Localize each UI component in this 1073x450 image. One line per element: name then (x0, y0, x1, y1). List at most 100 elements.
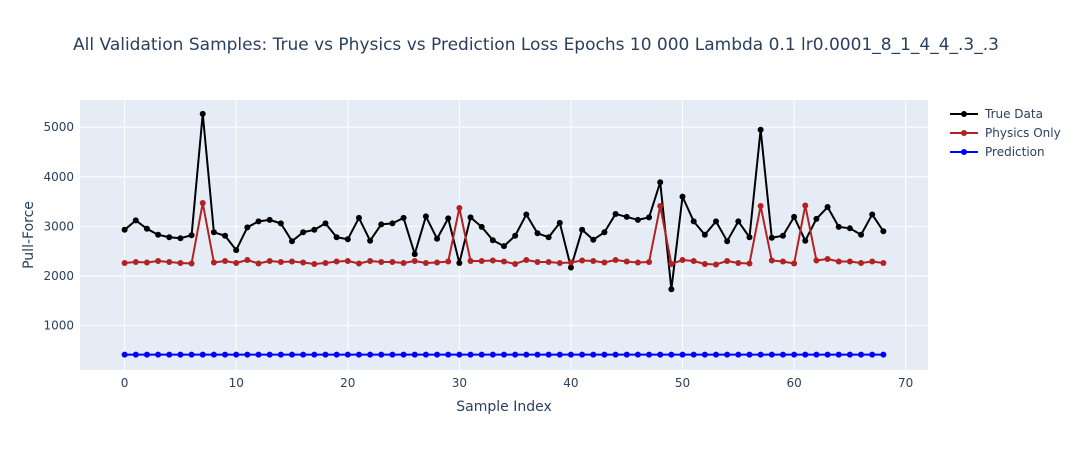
data-point-physics-only (322, 259, 329, 266)
data-point-true-data (634, 216, 641, 223)
data-point-physics-only (869, 258, 876, 265)
data-point-physics-only (668, 260, 675, 267)
data-point-true-data (355, 214, 362, 221)
data-point-prediction (858, 351, 865, 358)
data-point-physics-only (456, 205, 463, 211)
data-point-prediction (623, 351, 630, 358)
data-point-true-data (166, 234, 173, 241)
x-tick-label: 30 (452, 376, 467, 390)
data-point-prediction (478, 351, 485, 358)
data-point-prediction (300, 351, 307, 358)
data-point-physics-only (601, 259, 608, 266)
data-point-prediction (467, 351, 474, 358)
series-prediction (121, 351, 887, 358)
legend-item-true-data: True Data (950, 107, 1043, 121)
data-point-physics-only (255, 260, 262, 267)
data-point-prediction (724, 351, 731, 358)
data-point-true-data (657, 179, 664, 186)
data-point-prediction (489, 351, 496, 358)
data-point-true-data (846, 225, 853, 232)
data-point-prediction (567, 351, 574, 358)
data-point-true-data (556, 219, 563, 226)
data-point-physics-only (880, 259, 887, 266)
series-physics-only (121, 200, 887, 268)
data-point-true-data (746, 234, 753, 241)
data-point-true-data (813, 215, 820, 222)
data-point-true-data (523, 211, 530, 218)
data-point-true-data (612, 210, 619, 217)
data-point-true-data (344, 236, 351, 243)
data-point-physics-only (802, 202, 809, 209)
data-point-true-data (378, 221, 385, 228)
data-point-prediction (824, 351, 831, 358)
data-point-physics-only (389, 259, 396, 265)
data-point-physics-only (478, 258, 485, 265)
legend-marker (961, 130, 967, 136)
data-point-prediction (556, 351, 563, 358)
x-axis-ticks: 0 10 20 30 40 50 60 70 (121, 376, 914, 390)
x-tick-label: 70 (898, 376, 913, 390)
data-point-physics-only (523, 257, 530, 264)
data-point-prediction (199, 351, 206, 358)
data-point-physics-only (155, 258, 162, 265)
data-point-physics-only (210, 259, 217, 266)
data-point-true-data (701, 231, 708, 238)
data-point-prediction (434, 351, 441, 358)
data-point-physics-only (779, 258, 786, 265)
data-point-prediction (579, 351, 586, 358)
data-point-true-data (411, 251, 418, 258)
data-point-true-data (880, 228, 887, 235)
data-point-physics-only (757, 203, 764, 210)
data-point-true-data (757, 126, 764, 133)
data-point-physics-only (791, 260, 798, 267)
data-point-true-data (300, 229, 307, 236)
data-point-true-data (289, 238, 295, 245)
legend-item-physics-only: Physics Only (950, 126, 1061, 140)
grid (80, 100, 928, 370)
data-point-prediction (846, 351, 853, 358)
x-tick-label: 60 (786, 376, 801, 390)
data-point-physics-only (501, 258, 507, 265)
data-point-true-data (779, 232, 786, 239)
data-point-prediction (389, 351, 396, 358)
x-tick-label: 20 (340, 376, 355, 390)
data-point-prediction (311, 351, 318, 358)
data-point-physics-only (199, 200, 206, 207)
data-point-prediction (255, 351, 262, 358)
data-point-prediction (534, 351, 541, 358)
data-point-true-data (768, 234, 775, 241)
data-point-true-data (623, 213, 630, 220)
data-point-prediction (634, 351, 641, 358)
data-point-physics-only (422, 259, 429, 266)
data-point-prediction (177, 351, 184, 358)
data-point-physics-only (333, 258, 340, 265)
series-true-data (121, 110, 887, 293)
y-axis-title: Pull-Force (21, 201, 37, 269)
data-point-prediction (813, 351, 820, 358)
data-point-physics-only (746, 260, 753, 267)
data-point-true-data (311, 226, 318, 233)
data-point-prediction (690, 351, 697, 358)
data-point-true-data (188, 232, 195, 239)
data-point-prediction (679, 351, 686, 358)
data-point-physics-only (177, 259, 184, 266)
data-point-physics-only (266, 258, 273, 265)
data-point-true-data (199, 110, 206, 117)
y-tick-label: 3000 (43, 219, 74, 233)
data-point-prediction (657, 351, 664, 358)
data-point-prediction (746, 351, 753, 358)
data-point-true-data (244, 224, 251, 231)
data-point-prediction (233, 351, 240, 358)
y-axis-ticks: 1000 2000 3000 4000 5000 (43, 120, 74, 332)
data-point-true-data (233, 247, 240, 254)
data-point-true-data (456, 259, 463, 266)
data-point-prediction (367, 351, 374, 358)
data-point-physics-only (367, 258, 374, 265)
data-point-physics-only (735, 259, 742, 266)
data-point-prediction (835, 351, 842, 358)
data-point-true-data (478, 223, 485, 230)
data-point-physics-only (411, 258, 418, 265)
data-point-true-data (579, 226, 586, 233)
data-point-physics-only (489, 257, 496, 264)
data-point-prediction (266, 351, 273, 358)
